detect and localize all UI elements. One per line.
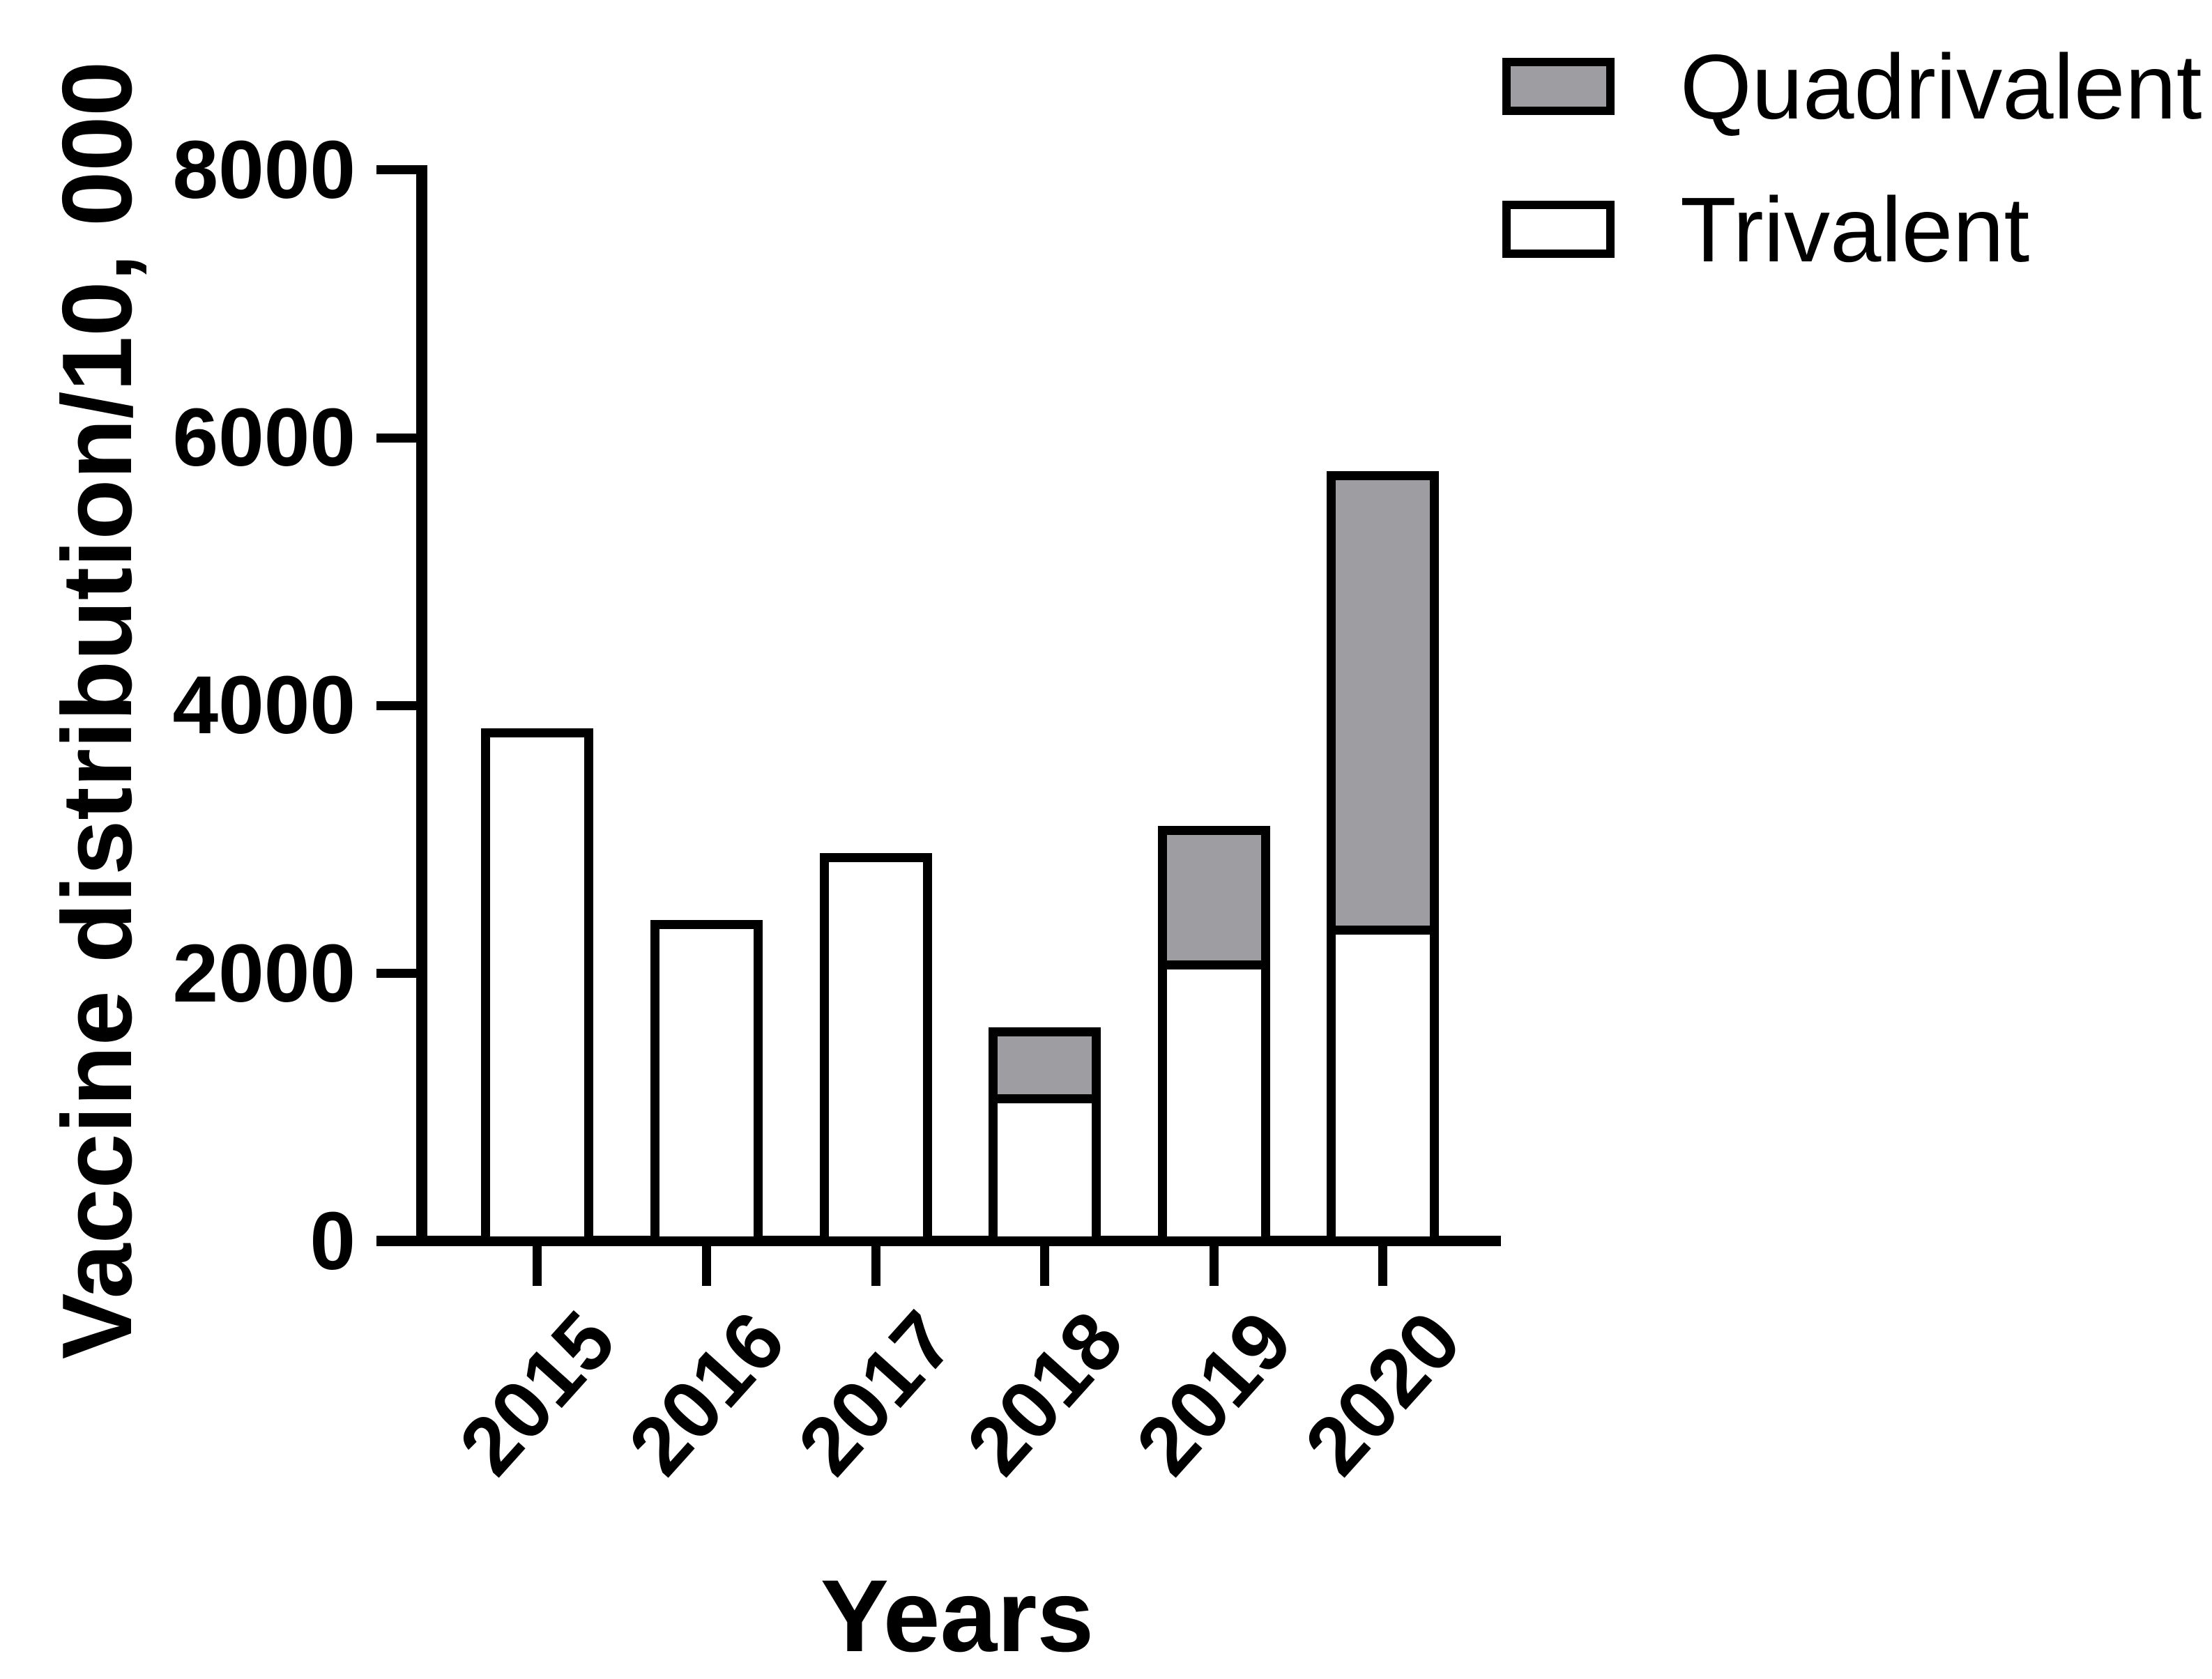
trivalent-swatch-icon [1502,201,1615,258]
legend-label-quadrivalent: Quadrivalent [1680,35,2202,138]
bar-2016-trivalent [650,919,763,1245]
y-tick-4000 [376,700,416,710]
bar-2020-trivalent [1327,925,1439,1245]
x-tick-2016 [701,1246,711,1286]
x-tick-2017 [871,1246,880,1286]
x-tick-2020 [1378,1246,1387,1286]
y-tick-8000 [376,165,416,175]
x-tick-2018 [1039,1246,1049,1286]
bar-2015-trivalent [481,728,593,1245]
y-tick-label-4000: 4000 [172,659,356,752]
bar-2019-trivalent [1158,960,1270,1245]
y-tick-6000 [376,433,416,443]
bar-2019-quadrivalent [1158,826,1270,969]
y-tick-2000 [376,969,416,979]
y-tick-label-6000: 6000 [172,392,356,484]
bar-2018-trivalent [989,1094,1101,1245]
legend-item-trivalent: Trivalent [1502,178,2029,281]
bar-2020-quadrivalent [1327,471,1439,935]
x-axis-title: Years [820,1559,1094,1673]
x-tick-2015 [532,1246,542,1286]
bar-2018-quadrivalent [989,1027,1101,1103]
x-tick-2019 [1209,1246,1219,1286]
legend-item-quadrivalent: Quadrivalent [1502,36,2202,138]
y-axis-line [416,165,427,1246]
y-tick-label-2000: 2000 [172,927,356,1020]
quadrivalent-swatch-icon [1502,58,1615,115]
bar-2017-trivalent [820,852,932,1245]
y-tick-label-0: 0 [310,1195,356,1287]
legend-label-trivalent: Trivalent [1680,178,2030,281]
y-tick-label-8000: 8000 [172,123,356,216]
